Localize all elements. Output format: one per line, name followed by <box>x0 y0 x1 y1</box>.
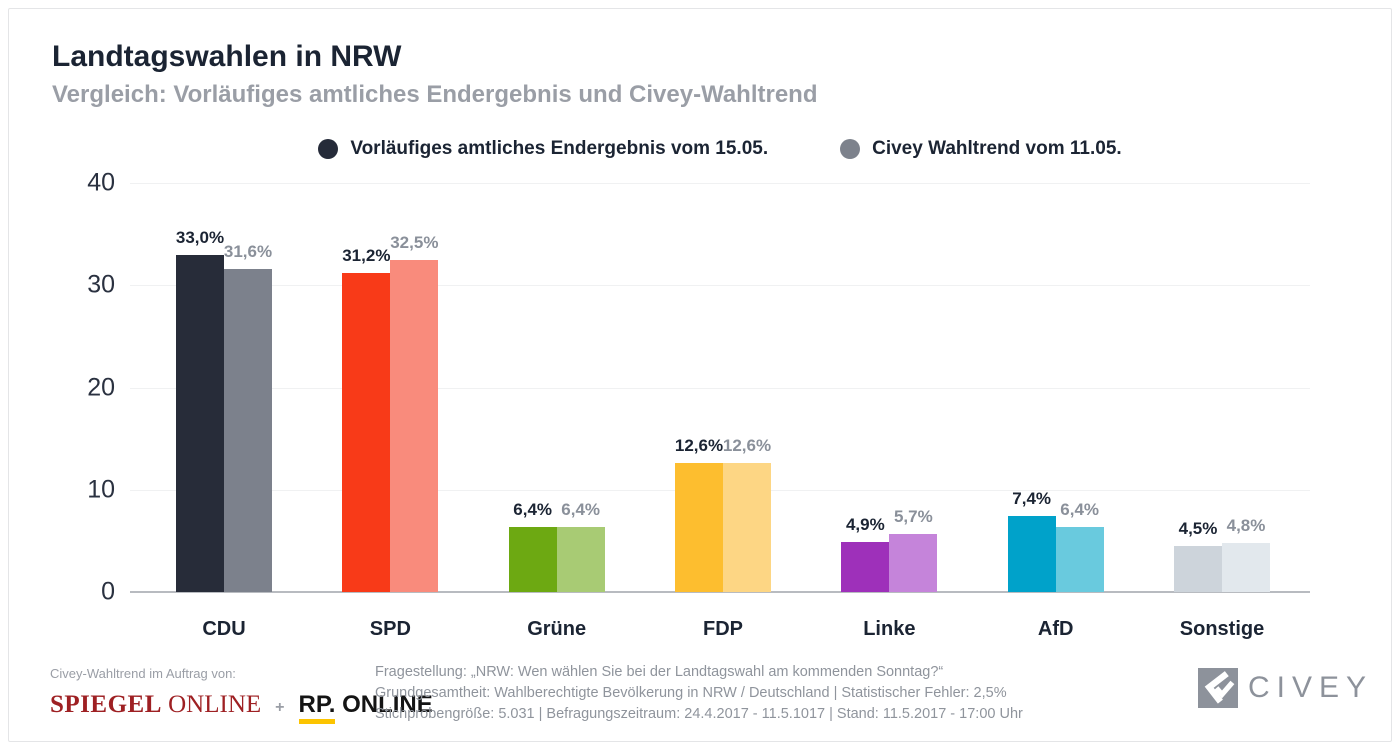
bar-group-SPD: 31,2% 32,5% <box>342 183 438 592</box>
bar-group-CDU: 33,0% 31,6% <box>176 183 272 592</box>
spiegel-online-logo: SPIEGEL ONLINE <box>50 691 261 719</box>
page-title: Landtagswahlen in NRW <box>52 40 402 73</box>
category-label-Grüne: Grüne <box>527 618 587 640</box>
methodology-line-1: Fragestellung: „NRW: Wen wählen Sie bei … <box>375 664 944 680</box>
value-label-AfD-civey: 6,4% <box>1060 499 1100 519</box>
rp-online-logo: RP. ONLINE <box>298 691 433 724</box>
sponsor-logos: SPIEGEL ONLINE + RP. ONLINE <box>50 691 433 724</box>
value-label-AfD-official: 7,4% <box>1012 489 1052 509</box>
value-label-CDU-official: 33,0% <box>175 227 225 247</box>
gridline-40 <box>130 183 1310 184</box>
y-axis-tick-30: 30 <box>87 270 115 299</box>
category-label-Linke: Linke <box>863 618 916 640</box>
legend-dot-official-icon <box>318 139 339 159</box>
bar-group-FDP: 12,6% 12,6% <box>675 183 771 592</box>
spiegel-logo-bold: SPIEGEL <box>50 691 162 718</box>
rp-logo-regular: ONLINE <box>342 691 433 718</box>
value-label-Linke-civey: 5,7% <box>893 506 933 526</box>
methodology-text: Fragestellung: „NRW: Wen wählen Sie bei … <box>375 662 1023 725</box>
bar-CDU-civey <box>224 268 272 592</box>
x-axis-baseline <box>130 591 1310 593</box>
civey-logo-icon <box>1198 668 1238 708</box>
legend-item-official: Vorläufiges amtliches Endergebnis vom 15… <box>318 138 768 160</box>
civey-logo: CIVEY <box>1198 668 1373 708</box>
legend-label-official: Vorläufiges amtliches Endergebnis vom 15… <box>350 138 769 159</box>
chart-legend: Vorläufiges amtliches Endergebnis vom 15… <box>130 138 1310 160</box>
bar-Sonstige-civey <box>1222 542 1270 592</box>
plot-area: 33,0% 31,6% CDU 31,2% 32,5% SPD 6,4% 6,4% Grüne 1… <box>130 183 1310 640</box>
bar-Grüne-civey <box>556 526 605 592</box>
methodology-line-2: Grundgesamtheit: Wahlberechtigte Bevölke… <box>375 685 1007 701</box>
y-axis-tick-0: 0 <box>101 577 115 606</box>
rp-logo-bold: RP. <box>298 691 336 724</box>
bar-FDP-civey <box>723 463 771 592</box>
value-label-CDU-civey: 31,6% <box>223 241 273 261</box>
commission-text: Civey-Wahltrend im Auftrag von: <box>50 666 236 681</box>
legend-item-civey: Civey Wahltrend vom 11.05. <box>840 138 1122 160</box>
bar-group-Grüne: 6,4% 6,4% <box>508 183 605 592</box>
y-axis-tick-20: 20 <box>87 373 115 401</box>
bar-CDU-official <box>176 254 224 592</box>
category-label-AfD: AfD <box>1037 618 1074 640</box>
gridline-20 <box>130 387 1310 389</box>
bar-Linke-civey <box>889 533 938 592</box>
header: Landtagswahlen in NRW Vergleich: Vorläuf… <box>52 40 818 109</box>
value-label-FDP-official: 12,6% <box>674 436 724 456</box>
gridline-30 <box>130 285 1310 287</box>
bar-group-AfD: 7,4% 6,4% <box>1007 183 1104 592</box>
value-label-Grüne-civey: 6,4% <box>561 499 601 519</box>
category-label-Sonstige: Sonstige <box>1179 618 1265 640</box>
bar-chart: 33,0% 31,6% CDU 31,2% 32,5% SPD 6,4% 6,4% Grüne 1… <box>0 169 1400 640</box>
bar-FDP-official <box>675 463 723 592</box>
bar-AfD-official <box>1007 516 1056 592</box>
value-label-Sonstige-official: 4,5% <box>1178 519 1218 538</box>
value-label-Linke-official: 4,9% <box>845 514 885 534</box>
bar-SPD-official <box>342 272 391 592</box>
bar-AfD-civey <box>1055 526 1104 592</box>
value-label-Sonstige-civey: 4,8% <box>1226 515 1266 535</box>
y-axis-tick-40: 40 <box>87 168 115 197</box>
category-label-CDU: CDU <box>202 618 246 640</box>
legend-dot-civey-icon <box>840 139 861 159</box>
civey-logo-text: CIVEY <box>1248 671 1374 704</box>
spiegel-logo-regular: ONLINE <box>168 691 262 718</box>
page-subtitle: Vergleich: Vorläufiges amtliches Enderge… <box>52 80 818 108</box>
footer-sponsors: Civey-Wahltrend im Auftrag von: SPIEGEL … <box>50 666 433 724</box>
bar-Linke-official <box>841 541 890 592</box>
bar-Grüne-official <box>508 526 557 592</box>
value-label-SPD-official: 31,2% <box>342 245 391 265</box>
value-label-Grüne-official: 6,4% <box>513 499 553 519</box>
y-axis-tick-10: 10 <box>87 475 115 504</box>
value-label-SPD-civey: 32,5% <box>390 232 439 252</box>
bar-SPD-civey <box>390 259 439 592</box>
bar-group-Linke: 4,9% 5,7% <box>841 183 938 592</box>
value-label-FDP-civey: 12,6% <box>722 436 772 456</box>
category-label-FDP: FDP <box>703 618 743 640</box>
bar-Sonstige-official <box>1174 546 1222 592</box>
bar-group-Sonstige: 4,5% 4,8% <box>1174 183 1270 592</box>
plus-separator: + <box>275 699 285 716</box>
legend-label-civey: Civey Wahltrend vom 11.05. <box>872 138 1122 159</box>
methodology-line-3: Stichprobengröße: 5.031 | Befragungszeit… <box>375 706 1023 722</box>
category-label-SPD: SPD <box>369 618 411 640</box>
